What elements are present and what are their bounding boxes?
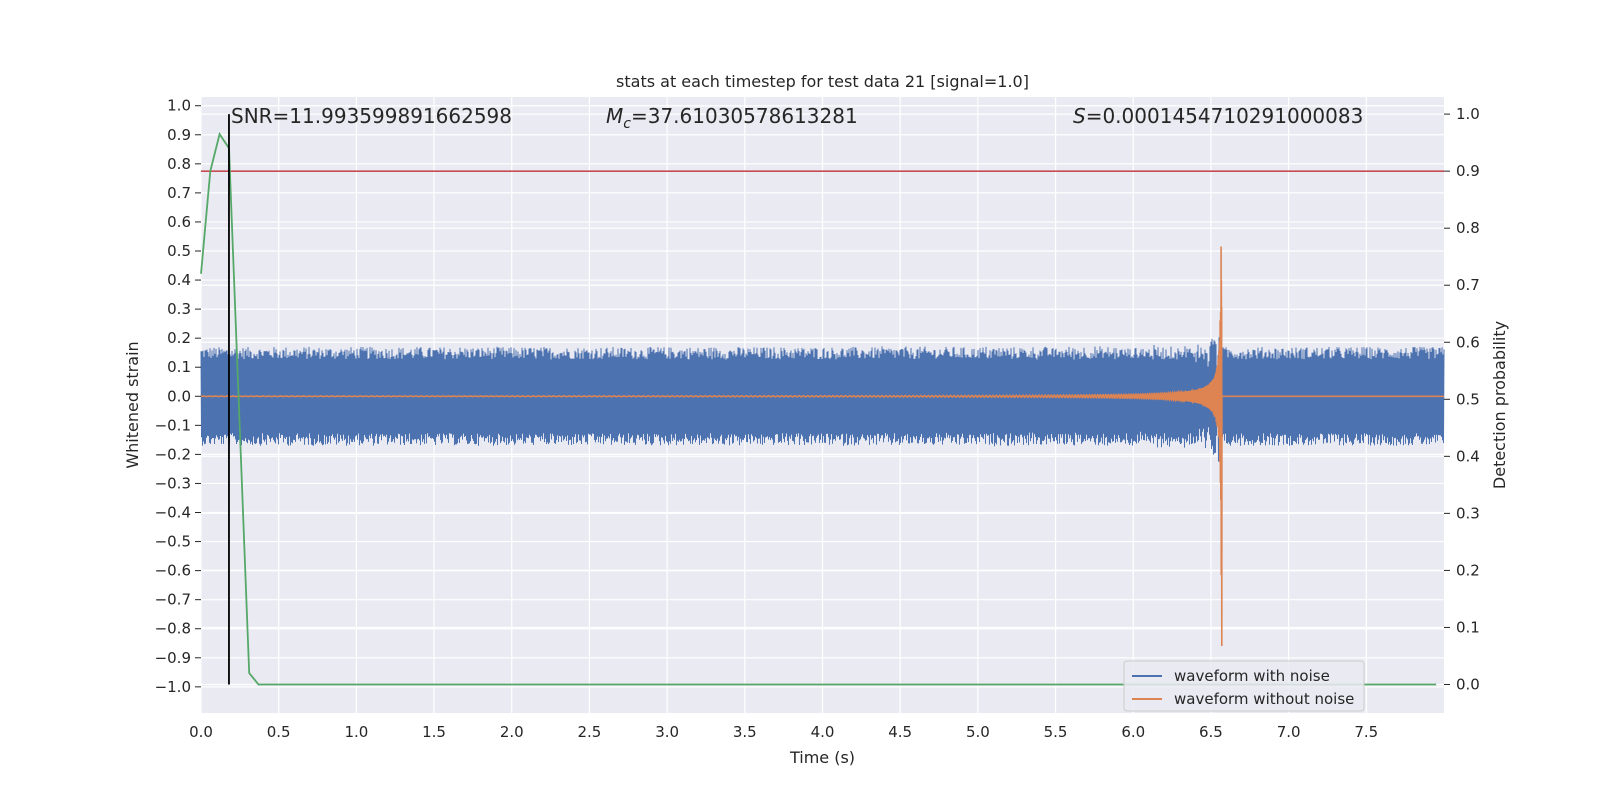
y-tick-label-left: 0.1 <box>167 358 191 376</box>
series-noisy-waveform <box>200 294 1445 462</box>
legend: waveform with noise waveform without nois… <box>1123 660 1365 712</box>
annotation-s-value: =0.0001454710291000083 <box>1086 104 1364 128</box>
y-tick-label-right: 0.8 <box>1456 219 1480 237</box>
y-tick-label-left: −1.0 <box>155 678 191 696</box>
y-tick-label-right: 0.2 <box>1456 561 1480 579</box>
y-tick-label-right: 0.0 <box>1456 675 1480 693</box>
x-tick-label: 7.5 <box>1354 723 1378 741</box>
x-axis-label: Time (s) <box>789 748 855 767</box>
y-tick-label-left: −0.8 <box>155 620 191 638</box>
x-tick-label: 0.0 <box>189 723 213 741</box>
x-tick-label: 1.5 <box>422 723 446 741</box>
x-tick-label: 4.0 <box>811 723 835 741</box>
y-tick-label-left: −0.3 <box>155 474 191 492</box>
annotation-mc-value: =37.61030578613281 <box>631 104 858 128</box>
legend-box <box>1123 660 1365 712</box>
x-tick-label: 3.5 <box>733 723 757 741</box>
x-tick-label: 6.5 <box>1199 723 1223 741</box>
chart-title: stats at each timestep for test data 21 … <box>616 72 1029 91</box>
y-tick-label-left: −0.5 <box>155 533 191 551</box>
y-tick-label-left: 0.4 <box>167 271 191 289</box>
y-tick-label-right: 0.5 <box>1456 390 1480 408</box>
annotation-snr: SNR=11.993599891662598 <box>231 104 512 128</box>
y-tick-label-right: 0.7 <box>1456 276 1480 294</box>
y-tick-label-left: −0.9 <box>155 649 191 667</box>
x-tick-label: 6.0 <box>1121 723 1145 741</box>
annotation-s-symbol: S <box>1073 104 1086 128</box>
y-tick-label-right: 0.1 <box>1456 618 1480 636</box>
y-tick-label-left: 0.5 <box>167 242 191 260</box>
y-tick-label-right: 0.6 <box>1456 333 1480 351</box>
legend-label: waveform with noise <box>1174 667 1330 685</box>
y-tick-label-right: 1.0 <box>1456 105 1480 123</box>
y-tick-label-left: 0.2 <box>167 329 191 347</box>
annotation-chirp-mass: Mc=37.61030578613281 <box>606 104 858 132</box>
y-tick-label-left: −0.1 <box>155 416 191 434</box>
y-tick-label-left: −0.6 <box>155 562 191 580</box>
x-tick-label: 2.0 <box>500 723 524 741</box>
annotation-s: S=0.0001454710291000083 <box>1073 104 1363 128</box>
y-tick-label-left: −0.7 <box>155 591 191 609</box>
y-tick-label-left: 0.3 <box>167 300 191 318</box>
y-axis-label-left: Whitened strain <box>123 341 142 468</box>
x-tick-label: 0.5 <box>267 723 291 741</box>
x-tick-label: 2.5 <box>578 723 602 741</box>
x-tick-label: 5.0 <box>966 723 990 741</box>
y-tick-label-left: −0.2 <box>155 445 191 463</box>
annotation-mc-symbol: M <box>606 104 623 128</box>
y-tick-label-right: 0.4 <box>1456 447 1480 465</box>
y-tick-label-left: 0.8 <box>167 155 191 173</box>
y-tick-label-left: 0.7 <box>167 184 191 202</box>
y-tick-label-left: −0.4 <box>155 504 191 522</box>
x-tick-label: 7.0 <box>1277 723 1301 741</box>
y-tick-label-left: 0.0 <box>167 387 191 405</box>
x-tick-label: 3.0 <box>655 723 679 741</box>
y-tick-label-left: 1.0 <box>167 97 191 115</box>
x-tick-label: 1.0 <box>344 723 368 741</box>
annotation-mc-subscript: c <box>623 116 631 132</box>
y-tick-label-left: 0.9 <box>167 126 191 144</box>
y-tick-label-right: 0.9 <box>1456 162 1480 180</box>
y-axis-label-right: Detection probability <box>1490 321 1509 489</box>
y-tick-label-right: 0.3 <box>1456 504 1480 522</box>
y-tick-label-left: 0.6 <box>167 213 191 231</box>
legend-label: waveform without noise <box>1174 690 1354 708</box>
x-tick-label: 5.5 <box>1044 723 1068 741</box>
x-tick-label: 4.5 <box>888 723 912 741</box>
series-clean-waveform <box>200 246 1444 646</box>
